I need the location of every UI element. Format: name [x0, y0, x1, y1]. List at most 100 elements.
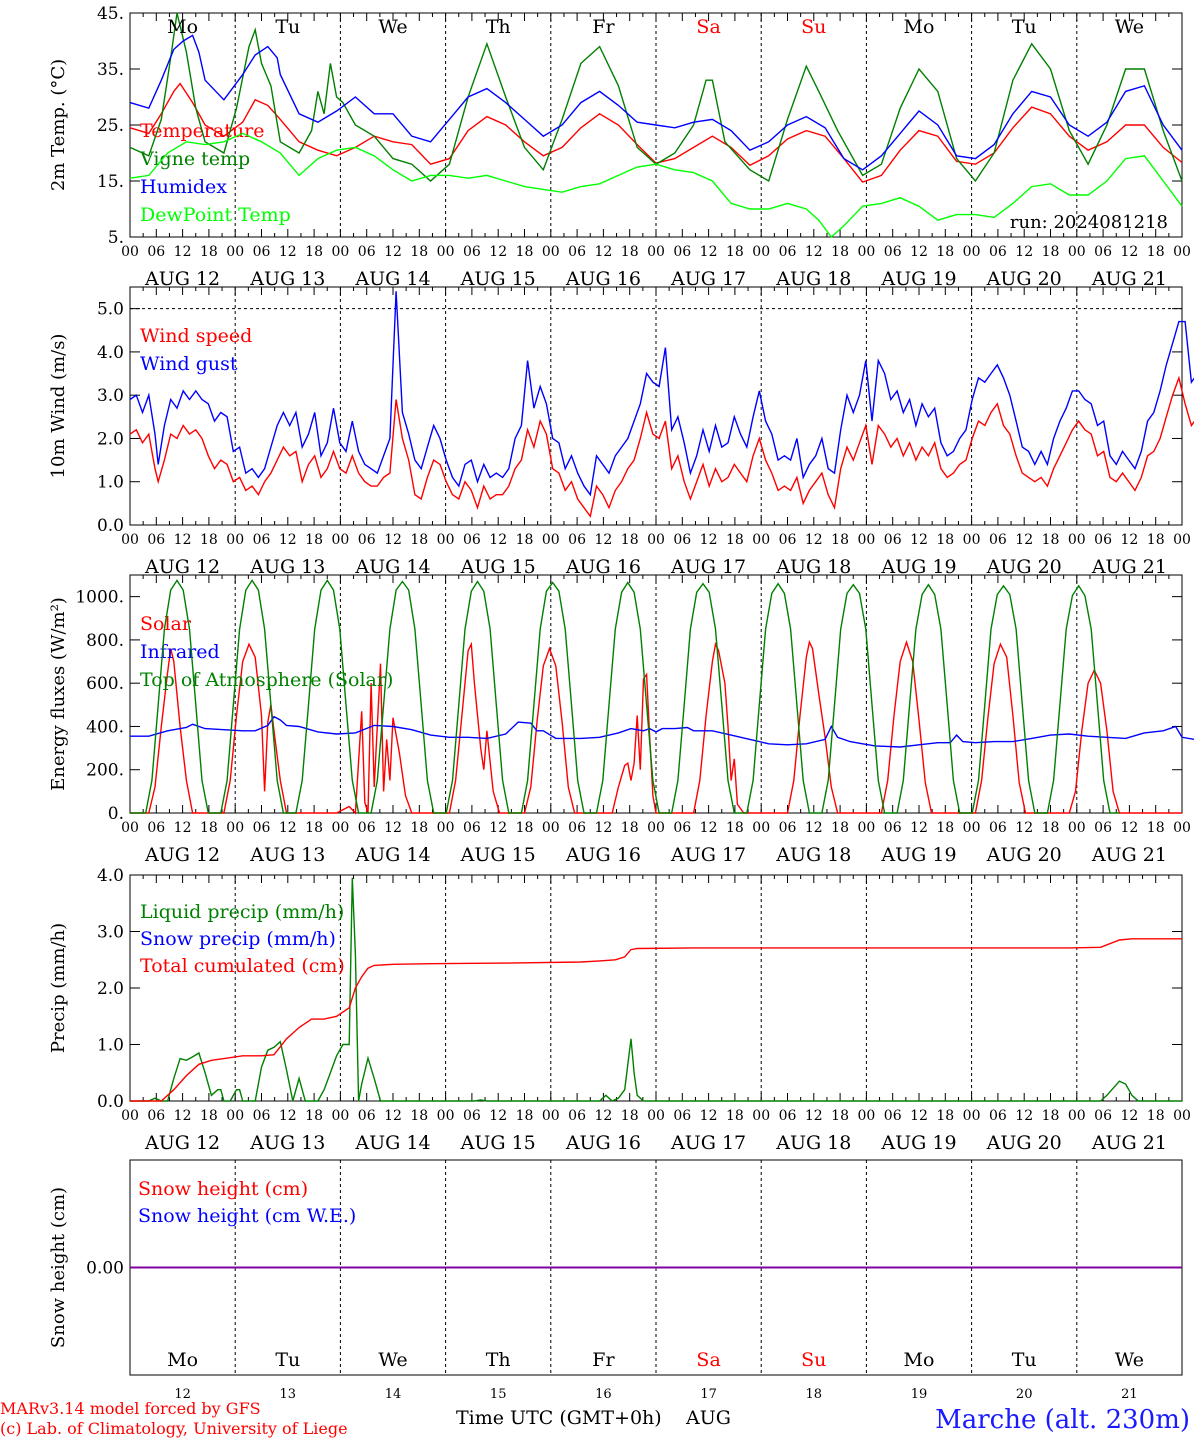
series-line-humidex: [129, 34, 1183, 171]
hour-tick-label: 12: [1120, 820, 1138, 836]
hour-tick-label: 18: [1042, 1108, 1060, 1124]
hour-tick-label: 00: [121, 1108, 139, 1124]
y-tick-label: 800.: [86, 631, 124, 651]
hour-tick-label: 00: [1173, 1108, 1191, 1124]
legend-label: Wind speed: [140, 325, 252, 347]
series-line-infrared: [130, 715, 1194, 748]
hour-tick-label: 06: [568, 532, 586, 548]
series-line-toa: [130, 579, 1120, 814]
date-label: AUG 16: [565, 556, 641, 578]
weekday-label: Tu: [1012, 16, 1037, 38]
weekday-label: Sa: [696, 1349, 720, 1371]
hour-tick-label: 06: [147, 820, 165, 836]
hour-tick-label: 00: [226, 244, 244, 260]
hour-tick-label: 00: [542, 1108, 560, 1124]
date-label: AUG 14: [354, 844, 430, 866]
hour-tick-label: 06: [779, 820, 797, 836]
hour-tick-label: 06: [989, 1108, 1007, 1124]
hour-tick-label: 00: [752, 532, 770, 548]
legend-label: Snow height (cm): [138, 1178, 308, 1200]
y-tick-label: 5.0: [97, 300, 124, 320]
hour-tick-label: 12: [384, 820, 402, 836]
hour-tick-label: 18: [200, 532, 218, 548]
hour-tick-label: 18: [621, 244, 639, 260]
hour-tick-label: 12: [805, 532, 823, 548]
weekday-label: Tu: [275, 16, 300, 38]
hour-tick-label: 18: [305, 244, 323, 260]
date-label: AUG 21: [1091, 844, 1167, 866]
date-label: AUG 15: [460, 844, 536, 866]
y-tick-label: 0.0: [97, 516, 124, 536]
date-label: AUG 15: [460, 556, 536, 578]
hour-tick-label: 00: [437, 532, 455, 548]
hour-tick-label: 18: [936, 820, 954, 836]
hour-tick-label: 06: [463, 532, 481, 548]
hour-tick-label: 12: [700, 532, 718, 548]
y-tick-label: 1000.: [75, 588, 124, 608]
y-tick-label: 1.0: [97, 473, 124, 493]
day-number: 14: [385, 1387, 402, 1402]
hour-tick-label: 12: [279, 244, 297, 260]
hour-tick-label: 06: [253, 820, 271, 836]
hour-tick-label: 06: [568, 244, 586, 260]
hour-tick-label: 00: [857, 1108, 875, 1124]
hour-tick-label: 18: [410, 1108, 428, 1124]
hour-tick-label: 00: [331, 532, 349, 548]
y-tick-label: 400.: [86, 717, 124, 737]
series-line-temperature: [129, 82, 1183, 183]
series-line-wind_gust: [129, 291, 1194, 497]
hour-tick-label: 00: [226, 532, 244, 548]
hour-tick-label: 06: [989, 532, 1007, 548]
day-number: 21: [1121, 1387, 1138, 1402]
weekday-label: Sa: [696, 16, 720, 38]
hour-tick-label: 06: [779, 244, 797, 260]
hour-tick-label: 18: [200, 244, 218, 260]
hour-tick-label: 18: [621, 532, 639, 548]
date-label: AUG 15: [460, 1132, 536, 1154]
weekday-label: We: [378, 1349, 407, 1371]
y-tick-label: 45.: [97, 4, 124, 24]
hour-tick-label: 06: [673, 1108, 691, 1124]
hour-tick-label: 12: [1120, 1108, 1138, 1124]
hour-tick-label: 12: [489, 820, 507, 836]
weekday-label: Mo: [904, 16, 935, 38]
run-label: run: 2024081218: [1010, 212, 1168, 233]
hour-tick-label: 12: [279, 532, 297, 548]
hour-tick-label: 00: [963, 244, 981, 260]
hour-tick-label: 12: [1015, 820, 1033, 836]
hour-tick-label: 06: [884, 244, 902, 260]
hour-tick-label: 18: [1147, 1108, 1165, 1124]
hour-tick-label: 18: [726, 820, 744, 836]
hour-tick-label: 06: [358, 820, 376, 836]
date-label: AUG 12: [144, 1132, 220, 1154]
date-label: AUG 20: [986, 1132, 1062, 1154]
date-label: AUG 17: [670, 556, 746, 578]
legend-label: DewPoint Temp: [140, 204, 291, 226]
hour-tick-label: 00: [1173, 820, 1191, 836]
hour-tick-label: 18: [726, 244, 744, 260]
weekday-label: Su: [801, 1349, 826, 1371]
hour-tick-label: 06: [1094, 244, 1112, 260]
legend-label: Total cumulated (cm): [140, 955, 345, 977]
hour-tick-label: 18: [726, 1108, 744, 1124]
hour-tick-label: 12: [700, 1108, 718, 1124]
panel-frame: [129, 286, 1183, 526]
hour-tick-label: 00: [963, 820, 981, 836]
hour-tick-label: 06: [358, 1108, 376, 1124]
hour-tick-label: 18: [305, 820, 323, 836]
hour-tick-label: 12: [489, 532, 507, 548]
series-line-solar: [130, 639, 1182, 815]
hour-tick-label: 12: [910, 820, 928, 836]
hour-tick-label: 06: [358, 532, 376, 548]
hour-tick-label: 00: [752, 244, 770, 260]
hour-tick-label: 06: [989, 244, 1007, 260]
date-label: AUG 13: [249, 556, 325, 578]
hour-tick-label: 18: [831, 532, 849, 548]
hour-tick-label: 12: [384, 1108, 402, 1124]
hour-tick-label: 00: [647, 820, 665, 836]
hour-tick-label: 12: [805, 1108, 823, 1124]
hour-tick-label: 18: [516, 532, 534, 548]
weekday-label: Fr: [592, 16, 615, 38]
y-tick-label: 4.0: [97, 343, 124, 363]
hour-tick-label: 18: [1147, 532, 1165, 548]
